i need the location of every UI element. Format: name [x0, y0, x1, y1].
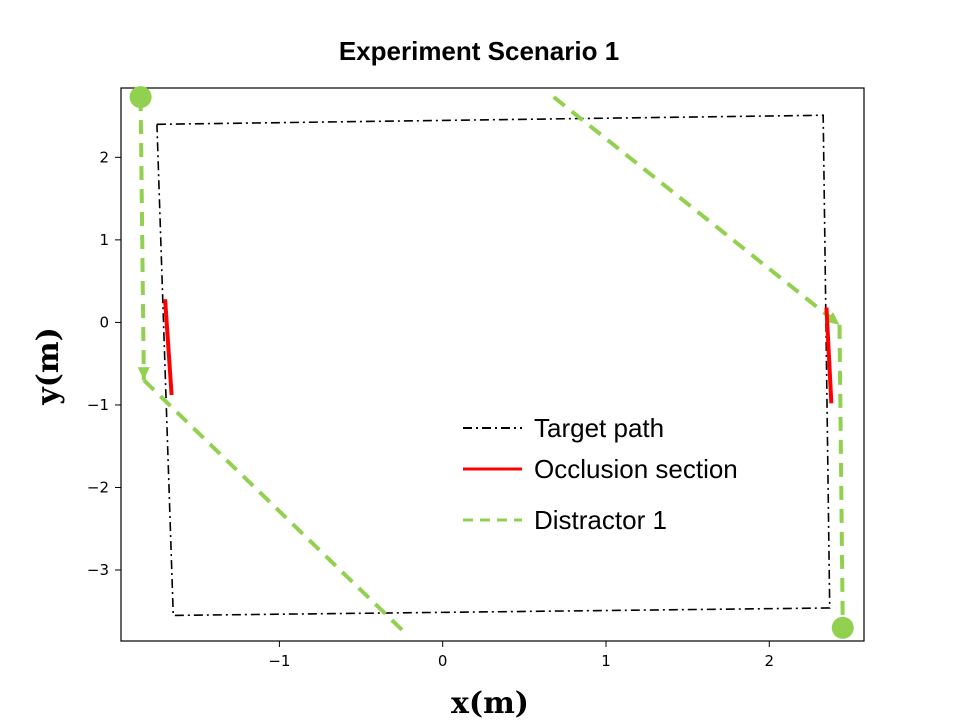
x-axis-label: x(m) — [451, 686, 529, 721]
legend-label-occlusion-section: Occlusion section — [534, 454, 738, 484]
distractor-endpoint-marker — [831, 616, 854, 639]
y-tick-label: −2 — [87, 478, 109, 496]
series-target-path — [156, 114, 831, 617]
series-distractor-1-segment — [138, 97, 146, 381]
y-tick-label: 2 — [99, 148, 109, 166]
legend-label-distractor-1: Distractor 1 — [534, 505, 667, 535]
y-tick-label: 0 — [99, 313, 109, 331]
x-tick-label: −1 — [268, 652, 290, 670]
series-distractor-1-segment — [837, 324, 845, 628]
y-tick-label: −1 — [87, 396, 109, 414]
x-tick-label: 2 — [765, 652, 775, 670]
series-distractor-1-segment — [142, 378, 410, 638]
y-axis-label: y(m) — [31, 327, 66, 406]
distractor-arrowhead — [137, 367, 150, 381]
y-axis: 2 1 0 −1 −2 −3 — [87, 148, 121, 579]
y-tick-label: 1 — [99, 231, 109, 249]
y-tick-label: −3 — [87, 561, 109, 579]
legend: Target path Occlusion section Distractor… — [463, 413, 738, 535]
x-tick-label: 0 — [438, 652, 448, 670]
chart-title: Experiment Scenario 1 — [339, 36, 619, 66]
plot-area-frame — [120, 87, 865, 642]
series-occlusion-section-segment — [824, 307, 834, 404]
legend-label-target-path: Target path — [534, 413, 664, 443]
x-axis: −1 0 1 2 — [268, 641, 774, 670]
series-occlusion-section-segment — [163, 299, 174, 396]
x-tick-label: 1 — [601, 652, 611, 670]
plot-series — [129, 86, 854, 639]
distractor-endpoint-marker — [129, 86, 152, 109]
series-distractor-1-segment — [552, 95, 841, 327]
